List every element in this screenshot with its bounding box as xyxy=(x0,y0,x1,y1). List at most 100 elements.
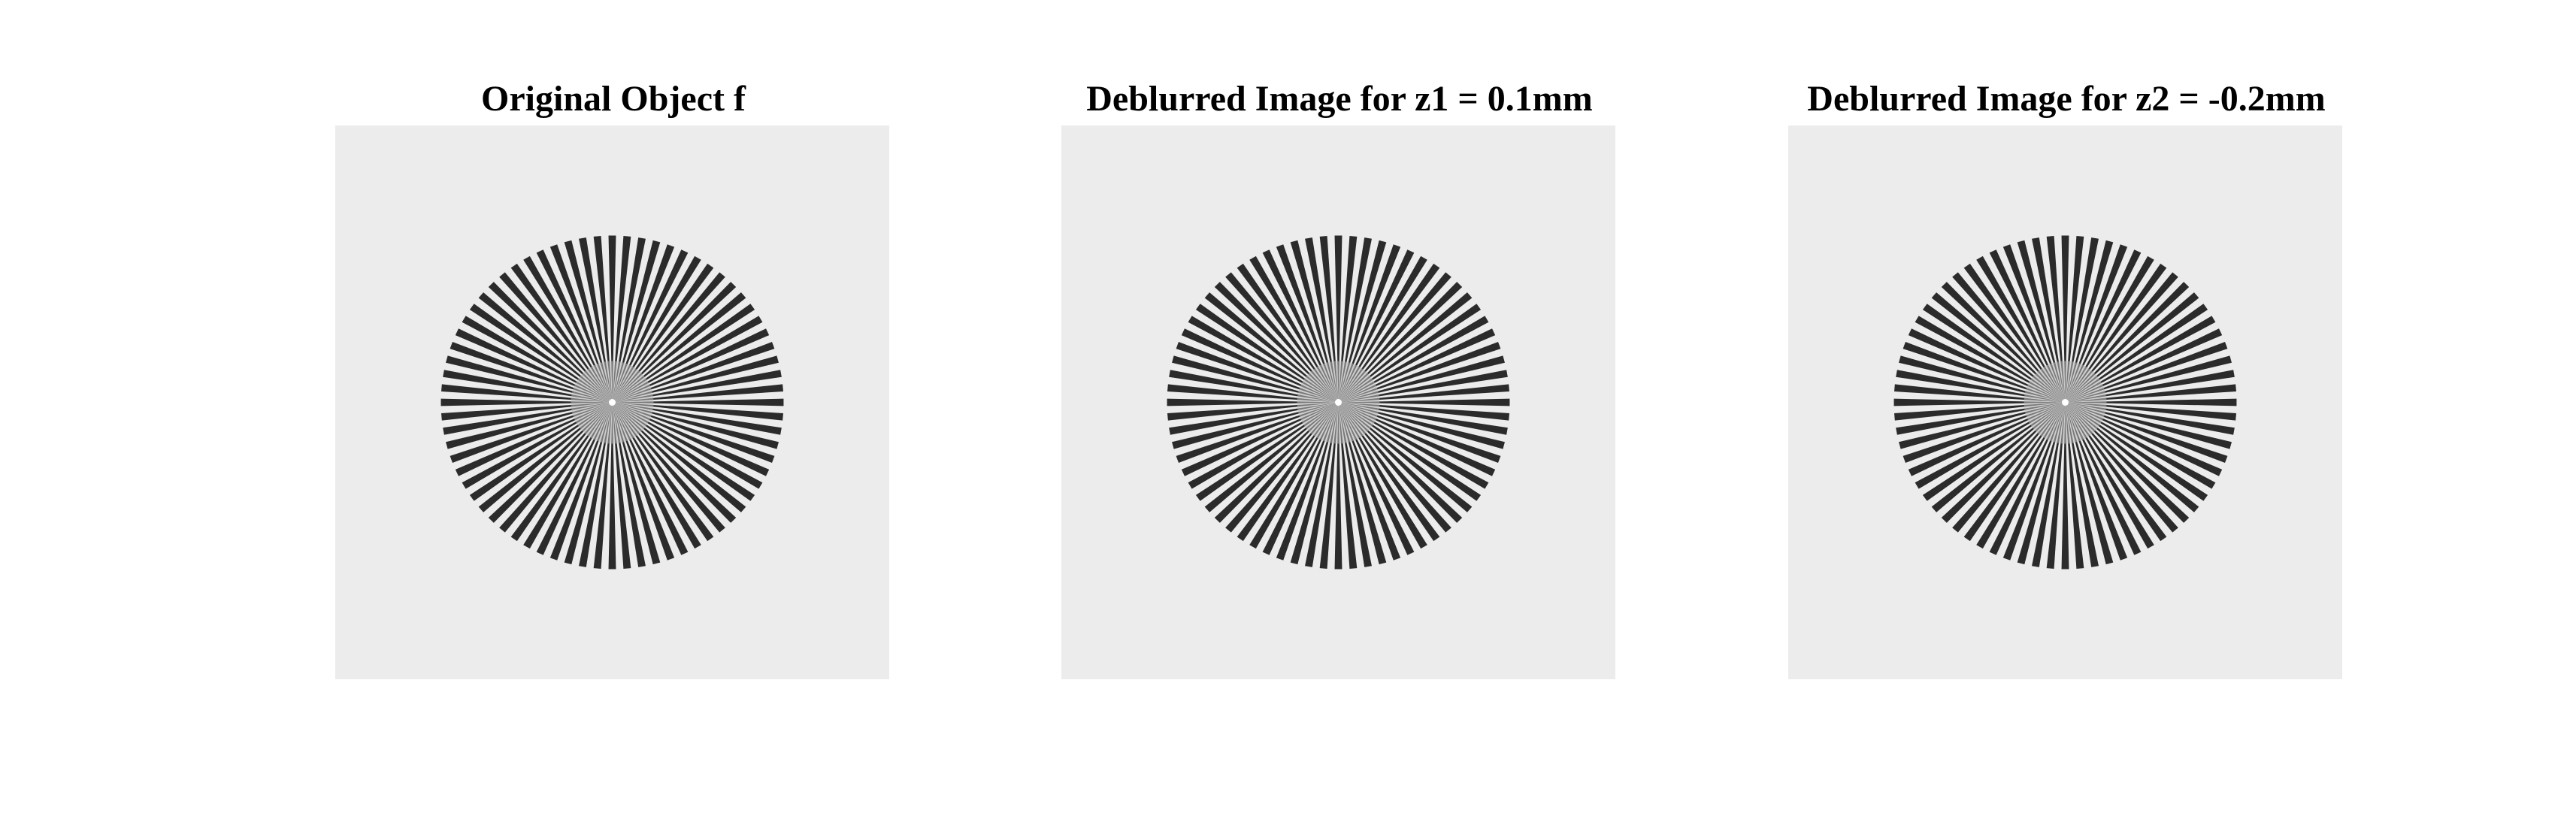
star-spoke xyxy=(608,235,616,403)
star-spoke xyxy=(1338,240,1387,403)
star-spoke xyxy=(612,402,661,565)
star-spoke xyxy=(2065,328,2223,403)
panel-title: Deblurred Image for z1 = 0.1mm xyxy=(1086,79,1593,119)
star-spoke xyxy=(2065,402,2128,561)
star-spoke xyxy=(1262,402,1339,555)
star-spoke xyxy=(549,402,613,561)
star-spoke xyxy=(2065,402,2216,489)
star-spoke xyxy=(2017,240,2066,403)
star-spoke xyxy=(510,263,613,403)
star-spoke xyxy=(443,370,613,403)
star-spoke xyxy=(2065,402,2235,435)
star-spoke xyxy=(612,282,737,403)
star-spoke xyxy=(2065,402,2228,463)
star-spoke xyxy=(1893,398,2066,406)
star-spoke xyxy=(1338,402,1463,523)
star-spoke xyxy=(1290,402,1339,565)
star-spoke xyxy=(564,402,613,565)
star-spoke xyxy=(446,355,613,403)
star-spoke xyxy=(612,402,784,421)
spokes xyxy=(1167,235,1510,570)
star-spoke xyxy=(469,304,613,403)
star-spoke xyxy=(1915,316,2066,403)
star-spoke xyxy=(1896,402,2066,435)
star-spoke xyxy=(2032,237,2066,403)
spokes xyxy=(1893,235,2237,570)
star-spoke xyxy=(579,402,613,567)
star-spoke xyxy=(1237,263,1339,403)
star-spoke xyxy=(1338,402,1489,489)
star-spoke xyxy=(1338,244,1401,403)
star-spoke xyxy=(499,402,613,533)
star-spoke xyxy=(1893,384,2066,403)
star-spoke xyxy=(593,235,613,403)
star-spoke xyxy=(1290,240,1339,403)
star-spoke xyxy=(1338,255,1427,403)
star-spoke xyxy=(612,316,763,403)
star-spoke xyxy=(1338,402,1427,549)
star-spoke xyxy=(1899,355,2066,403)
star-spoke xyxy=(1338,402,1501,463)
star-spoke xyxy=(1237,402,1339,542)
star-spoke xyxy=(612,255,701,403)
star-spoke xyxy=(2065,384,2237,403)
star-spoke xyxy=(612,402,763,489)
siemens-star-image xyxy=(1061,125,1615,679)
star-spoke xyxy=(1276,244,1339,403)
star-spoke xyxy=(612,342,775,403)
star-spoke xyxy=(2065,402,2154,549)
star-spoke xyxy=(1214,402,1339,523)
star-spoke xyxy=(1896,370,2066,403)
star-spoke xyxy=(1989,249,2066,403)
center-dot xyxy=(1335,399,1342,406)
star-spoke xyxy=(1338,249,1415,403)
star-spoke xyxy=(1214,282,1339,403)
star-spoke xyxy=(478,292,613,403)
star-spoke xyxy=(612,402,746,512)
star-spoke xyxy=(612,402,737,523)
star-spoke xyxy=(2065,402,2237,421)
star-spoke xyxy=(1893,402,2066,421)
star-spoke xyxy=(2065,244,2128,403)
star-spoke xyxy=(612,370,782,403)
star-spoke xyxy=(2065,263,2167,403)
star-spoke xyxy=(1338,402,1451,533)
star-spoke xyxy=(1976,255,2066,403)
star-spoke xyxy=(2046,402,2066,570)
star-spoke xyxy=(1262,249,1339,403)
star-spoke xyxy=(612,292,746,403)
star-spoke xyxy=(1915,402,2066,489)
star-spoke xyxy=(1989,402,2066,555)
star-spoke xyxy=(1172,355,1339,403)
star-spoke xyxy=(612,402,725,533)
star-spoke xyxy=(488,282,613,403)
star-spoke xyxy=(2061,402,2069,570)
star-spoke xyxy=(612,402,689,555)
spokes xyxy=(440,235,784,570)
star-spoke xyxy=(1319,235,1339,403)
siemens-star-image xyxy=(335,125,889,679)
star-spoke xyxy=(593,402,613,570)
star-spoke xyxy=(1922,304,2066,403)
star-spoke xyxy=(1908,402,2066,476)
star-spoke xyxy=(1181,402,1339,476)
star-spoke xyxy=(612,402,755,501)
star-spoke xyxy=(2065,304,2208,403)
star-spoke xyxy=(440,402,613,421)
star-spoke xyxy=(1338,402,1387,565)
star-spoke xyxy=(2061,235,2069,403)
star-spoke xyxy=(510,402,613,542)
star-spoke xyxy=(2065,402,2223,476)
star-spoke xyxy=(2065,402,2232,449)
star-spoke xyxy=(523,255,613,403)
star-spoke xyxy=(1249,255,1339,403)
star-spoke xyxy=(612,263,714,403)
star-spoke xyxy=(1176,342,1339,403)
star-spoke xyxy=(612,272,725,403)
star-spoke xyxy=(1338,384,1510,403)
star-spoke xyxy=(2065,402,2208,501)
star-spoke xyxy=(2065,402,2114,565)
siemens-star-image xyxy=(1788,125,2342,679)
star-spoke xyxy=(579,237,613,403)
star-spoke xyxy=(612,402,775,463)
